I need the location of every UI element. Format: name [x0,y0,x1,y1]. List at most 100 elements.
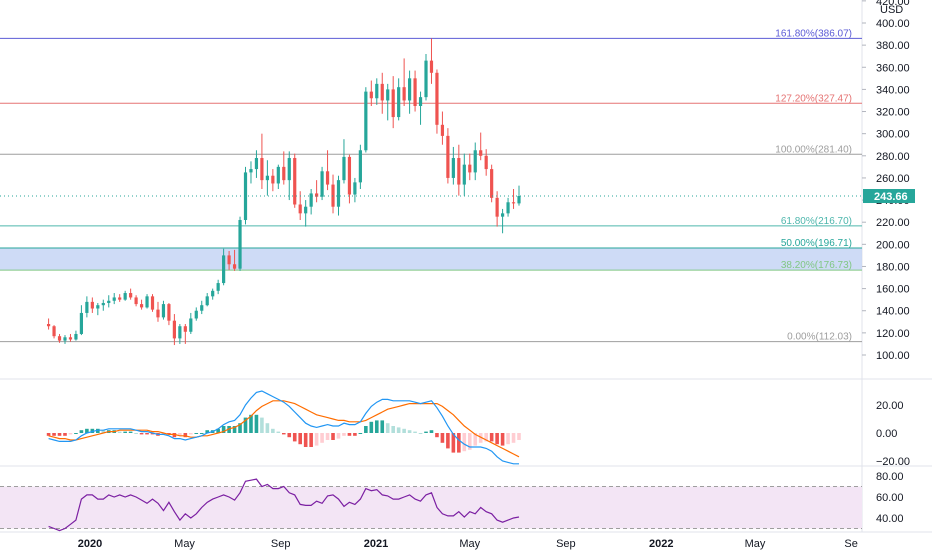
macd-histogram-bar [150,433,155,435]
candle-body [517,196,521,204]
candle-body [315,193,319,197]
candle-body [46,324,51,327]
candle-body [167,304,171,321]
macd-histogram-bar [254,414,259,433]
time-tick-label: May [174,538,195,550]
price-tick-label: 180.00 [876,261,910,273]
candle-body [134,297,138,305]
macd-histogram-bar [325,433,330,440]
macd-histogram-bar [407,430,412,433]
candles [46,38,521,346]
candle-body [107,300,111,303]
candle-body [386,89,390,101]
price-tick-label: 340.00 [876,84,910,96]
candle-body [293,158,297,205]
macd-histogram-bar [63,433,67,436]
rsi-tick-label: 40.00 [876,513,904,525]
price-tick-label: 380.00 [876,40,910,52]
candle-body [408,78,412,101]
macd-histogram-bar [183,433,188,438]
candle-body [232,264,237,269]
macd-histogram-bar [369,421,374,433]
candle-body [85,301,89,313]
macd-histogram-bar [238,423,242,433]
macd-histogram-bar [265,423,270,433]
macd-tick-label: −20.00 [876,456,910,468]
macd-histogram-bar [303,433,308,447]
macd-histogram-bar [232,426,237,433]
macd-histogram-bar [221,426,226,433]
macd-histogram-bar [68,433,73,435]
macd-histogram-bar [292,433,297,442]
candle-body [172,320,176,339]
price-tick-label: 320.00 [876,107,910,119]
fib-zone [0,247,862,271]
macd-histogram-bar [101,430,106,433]
macd-histogram-bar [391,426,395,433]
candle-body [391,89,395,118]
candle-body [68,337,73,340]
candle-body [506,202,510,214]
candle-body [347,156,352,195]
time-tick-label: 2020 [78,538,102,550]
candle-body [511,202,516,204]
macd-histogram-bar [320,433,324,443]
candle-body [90,301,94,309]
candle-body [490,169,494,198]
candle-body [429,60,434,73]
candle-body [369,91,373,99]
macd-histogram-bar [205,430,210,433]
macd-histogram-bar [440,433,445,443]
candle-body [495,197,499,217]
price-tick-label: 420.00 [876,0,910,8]
macd-histogram-bar [52,433,56,436]
time-tick-label: May [745,538,766,550]
price-tick-label: 280.00 [876,151,910,163]
candle-body [446,135,450,178]
macd-signal-line [48,400,520,458]
candle-body [183,326,187,332]
macd-histogram-bar [342,433,346,436]
macd-histogram-bar [128,431,133,433]
price-tick-label: 260.00 [876,173,910,185]
candle-body [473,150,477,173]
candle-body [282,166,286,181]
macd-histogram-bar [331,433,335,440]
candle-body [123,293,127,300]
macd-histogram-bar [74,433,78,434]
fib-label: 50.00%(196.71) [781,238,852,249]
candle-body [325,171,330,185]
fib-zone-band [0,247,862,271]
candle-body [129,293,133,298]
macd-histogram-bar [473,433,478,446]
macd-histogram-bar [484,433,488,442]
macd-histogram-bar [134,433,138,434]
macd-histogram-bar [462,433,467,452]
time-tick-label: Sep [271,538,291,550]
axes: 420.00 400.00 380.00 360.00 340.00 320.00 300.… [78,0,915,550]
candle-body [101,302,105,306]
fib-label: 38.20%(176.73) [781,260,852,271]
candle-body [375,83,379,99]
macd-histogram-bar [79,430,84,433]
candle-body [63,337,67,341]
candle-body [418,97,423,106]
macd-histogram-bar [123,431,127,433]
candle-body [249,169,253,173]
rsi-pane [0,478,862,532]
candle-body [145,296,149,308]
candle-body [364,91,368,151]
candle-body [331,184,335,207]
candle-body [139,304,144,308]
macd-histogram-bar [227,426,231,433]
time-tick-label: 2022 [649,538,673,550]
macd-histogram-bar [178,433,182,436]
macd-histogram-bar [489,433,494,442]
macd-histogram-bar [249,414,253,433]
candle-body [380,83,384,101]
candle-body [451,158,455,178]
candle-body [118,297,122,300]
macd-histogram-bar [276,431,281,433]
macd-histogram-bar [364,426,368,433]
